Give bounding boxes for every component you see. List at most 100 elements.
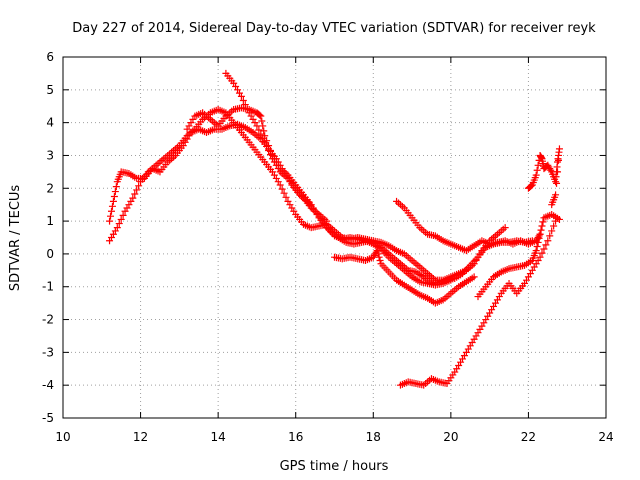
data-point bbox=[391, 274, 399, 282]
data-point bbox=[239, 123, 247, 131]
data-point bbox=[398, 249, 406, 257]
y-tick-label: 0 bbox=[46, 247, 54, 261]
data-point bbox=[220, 115, 228, 123]
y-tick-label: -3 bbox=[42, 345, 54, 359]
x-tick-label: 10 bbox=[55, 430, 70, 444]
data-point bbox=[538, 222, 546, 230]
data-point bbox=[495, 293, 503, 301]
x-tick-label: 14 bbox=[211, 430, 226, 444]
data-point bbox=[255, 126, 263, 134]
y-axis-label: SDTVAR / TECUs bbox=[8, 185, 23, 292]
x-tick-label: 12 bbox=[133, 430, 148, 444]
data-point bbox=[259, 156, 267, 164]
data-point bbox=[406, 255, 414, 263]
data-point bbox=[414, 261, 422, 269]
data-point bbox=[106, 217, 114, 225]
data-point bbox=[112, 183, 120, 191]
series-track-h bbox=[474, 211, 563, 301]
data-point bbox=[261, 138, 269, 146]
data-point bbox=[480, 246, 488, 254]
data-point bbox=[547, 166, 555, 174]
data-point bbox=[111, 227, 119, 235]
data-point bbox=[131, 190, 139, 198]
data-points bbox=[106, 69, 563, 389]
data-point bbox=[538, 154, 546, 162]
data-point bbox=[468, 243, 476, 251]
data-point bbox=[109, 197, 117, 205]
data-point bbox=[437, 280, 445, 288]
x-axis-label: GPS time / hours bbox=[280, 459, 389, 474]
series-track-d bbox=[222, 69, 331, 225]
data-point bbox=[274, 178, 282, 186]
data-point bbox=[422, 293, 430, 301]
series-track-f bbox=[393, 197, 544, 255]
data-point bbox=[410, 268, 418, 276]
data-point bbox=[375, 253, 383, 261]
data-point bbox=[228, 107, 236, 115]
data-point bbox=[437, 297, 445, 305]
data-point bbox=[383, 241, 391, 249]
data-point bbox=[282, 173, 290, 181]
data-point bbox=[170, 153, 178, 161]
data-point bbox=[133, 186, 141, 194]
x-tick-label: 16 bbox=[288, 430, 303, 444]
data-point bbox=[526, 258, 534, 266]
data-point bbox=[189, 115, 197, 123]
data-point bbox=[554, 156, 562, 164]
data-point bbox=[398, 265, 406, 273]
data-point bbox=[135, 182, 143, 190]
data-point bbox=[503, 265, 511, 273]
data-point bbox=[544, 237, 552, 245]
data-point bbox=[290, 207, 298, 215]
data-point bbox=[549, 198, 557, 206]
data-point bbox=[453, 284, 461, 292]
data-point bbox=[177, 144, 185, 152]
data-point bbox=[480, 285, 488, 293]
y-tick-label: 1 bbox=[46, 214, 54, 228]
data-point bbox=[298, 192, 306, 200]
data-point bbox=[488, 275, 496, 283]
data-point bbox=[267, 165, 275, 173]
data-point bbox=[290, 182, 298, 190]
data-point bbox=[480, 319, 488, 327]
data-point bbox=[406, 285, 414, 293]
data-point bbox=[406, 211, 414, 219]
data-point bbox=[197, 118, 205, 126]
data-point bbox=[162, 160, 170, 168]
data-point bbox=[534, 238, 542, 246]
data-point bbox=[313, 222, 321, 230]
data-point bbox=[546, 232, 554, 240]
data-point bbox=[278, 185, 286, 193]
y-tick-label: 5 bbox=[46, 83, 54, 97]
data-point bbox=[313, 209, 321, 217]
data-point bbox=[383, 251, 391, 259]
y-tick-label: 4 bbox=[46, 116, 54, 130]
data-point bbox=[488, 306, 496, 314]
data-point bbox=[464, 263, 472, 271]
data-point bbox=[414, 277, 422, 285]
data-point bbox=[531, 174, 539, 182]
data-point bbox=[123, 169, 131, 177]
data-point bbox=[533, 166, 541, 174]
data-point bbox=[464, 345, 472, 353]
data-point bbox=[158, 156, 166, 164]
data-point bbox=[422, 229, 430, 237]
data-point bbox=[410, 379, 418, 387]
data-point bbox=[154, 167, 162, 175]
data-point bbox=[433, 377, 441, 385]
data-point bbox=[472, 332, 480, 340]
data-point bbox=[212, 120, 220, 128]
data-point bbox=[468, 274, 476, 282]
data-point bbox=[204, 114, 212, 122]
data-point bbox=[453, 243, 461, 251]
data-point bbox=[329, 230, 337, 238]
data-point bbox=[251, 119, 259, 127]
plot-border bbox=[62, 56, 607, 419]
data-point bbox=[111, 188, 119, 196]
data-point bbox=[537, 226, 545, 234]
data-point bbox=[280, 189, 288, 197]
data-point bbox=[441, 379, 449, 387]
data-point bbox=[274, 165, 282, 173]
data-point bbox=[546, 165, 554, 173]
